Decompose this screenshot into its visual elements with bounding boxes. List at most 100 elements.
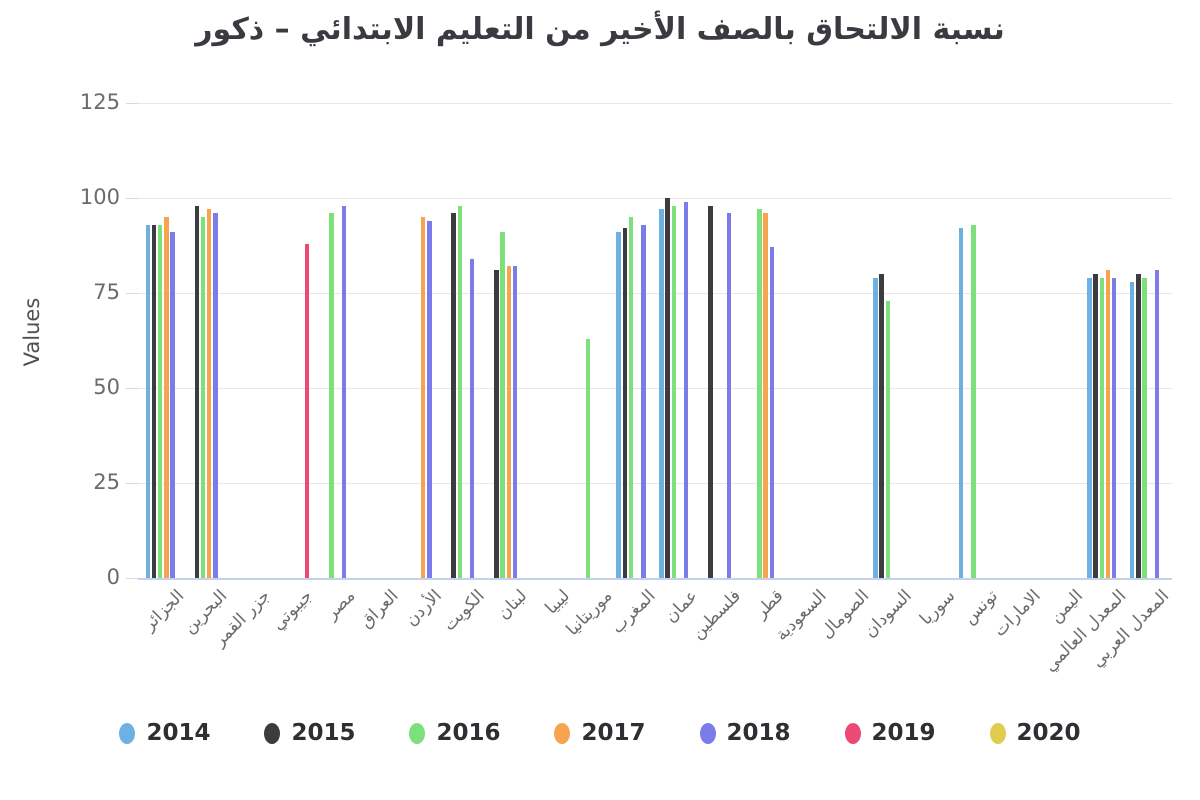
y-tick-mark-0 xyxy=(126,578,138,579)
legend-label-2016: 2016 xyxy=(436,720,501,746)
bar-2018-المعدل العالمي[interactable] xyxy=(1111,277,1117,578)
bar-2018-لبنان[interactable] xyxy=(512,266,518,578)
bar-2015-السودان[interactable] xyxy=(879,274,884,578)
legend-label-2014: 2014 xyxy=(146,720,211,746)
x-tick-label-8: لبنان xyxy=(493,586,531,624)
bar-2018-فلسطين[interactable] xyxy=(726,213,732,578)
y-tick-label-25: 25 xyxy=(93,470,120,494)
bar-2015-المعدل العربي[interactable] xyxy=(1136,274,1141,578)
legend-marker-2017 xyxy=(554,722,571,744)
bar-2018-الجزائر[interactable] xyxy=(170,232,175,578)
y-tick-label-50: 50 xyxy=(93,375,120,399)
bar-2015-عمان[interactable] xyxy=(665,198,670,578)
legend-marker-2014 xyxy=(119,722,136,744)
legend-marker-2019 xyxy=(844,722,861,744)
legend-item-2020[interactable]: 2020 xyxy=(989,720,1081,746)
bar-2018-قطر[interactable] xyxy=(769,247,775,578)
bar-2015-فلسطين[interactable] xyxy=(708,205,713,578)
legend-label-2020: 2020 xyxy=(1016,720,1081,746)
y-tick-mark-25 xyxy=(126,483,138,484)
bar-2014-المغرب[interactable] xyxy=(616,232,621,578)
legend-item-2014[interactable]: 2014 xyxy=(119,720,210,746)
legend-item-2018[interactable]: 2018 xyxy=(699,720,791,746)
x-tick-label-5: العراق xyxy=(356,586,403,633)
bar-2018-البحرين[interactable] xyxy=(213,213,218,578)
bar-2014-الجزائر[interactable] xyxy=(145,224,151,578)
bar-2015-المعدل العالمي[interactable] xyxy=(1093,274,1098,578)
gridline-125 xyxy=(138,103,1172,104)
x-tick-label-3: جيبوتي xyxy=(268,586,317,635)
bar-2015-المغرب[interactable] xyxy=(622,228,628,578)
bar-2016-قطر[interactable] xyxy=(757,209,762,578)
bar-2016-لبنان[interactable] xyxy=(500,232,505,578)
bar-2018-الأردن[interactable] xyxy=(427,220,432,578)
x-tick-label-20: الامارات xyxy=(989,586,1045,641)
legend-item-2019[interactable]: 2019 xyxy=(844,720,936,746)
x-tick-label-9: ليبيا xyxy=(541,586,574,619)
bar-2014-السودان[interactable] xyxy=(873,277,878,578)
bar-2019-جيبوتي[interactable] xyxy=(304,243,310,578)
bar-2016-الجزائر[interactable] xyxy=(157,224,163,578)
x-tick-label-14: قطر xyxy=(751,586,788,623)
legend-marker-2018 xyxy=(699,722,716,744)
bar-2018-مصر[interactable] xyxy=(341,205,347,578)
x-tick-label-11: المغرب xyxy=(607,586,660,638)
bar-2016-مصر[interactable] xyxy=(329,213,334,578)
x-tick-label-7: الكويت xyxy=(438,586,489,636)
bar-2017-البحرين[interactable] xyxy=(206,209,212,578)
legend-label-2015: 2015 xyxy=(291,720,356,746)
y-tick-label-75: 75 xyxy=(93,280,120,304)
legend-label-2019: 2019 xyxy=(871,720,936,746)
x-tick-label-4: مصر xyxy=(322,586,360,624)
bar-2014-عمان[interactable] xyxy=(659,209,664,578)
y-tick-mark-75 xyxy=(126,293,138,294)
bar-2017-الجزائر[interactable] xyxy=(164,217,169,578)
legend-marker-2016 xyxy=(409,722,426,744)
legend-item-2017[interactable]: 2017 xyxy=(554,720,646,746)
gridline-75 xyxy=(138,293,1172,294)
bar-2016-المعدل العالمي[interactable] xyxy=(1099,277,1105,578)
bar-2016-الكويت[interactable] xyxy=(457,205,463,578)
y-tick-label-100: 100 xyxy=(79,185,120,209)
bar-2017-المعدل العالمي[interactable] xyxy=(1105,270,1111,578)
bar-2014-المعدل العالمي[interactable] xyxy=(1087,277,1092,578)
bar-2015-الكويت[interactable] xyxy=(451,213,456,578)
bar-2018-عمان[interactable] xyxy=(683,201,689,578)
gridline-0 xyxy=(138,578,1172,580)
bar-2016-السودان[interactable] xyxy=(885,300,891,578)
gridline-50 xyxy=(138,388,1172,389)
bar-2017-الأردن[interactable] xyxy=(420,217,426,578)
bar-2018-المعدل العربي[interactable] xyxy=(1154,270,1160,578)
legend: 2014 2015 2016 2017 2018 2019 2020 xyxy=(0,720,1200,746)
chart-title: نسبة الالتحاق بالصف الأخير من التعليم ال… xyxy=(195,12,1005,47)
bar-2016-تونس[interactable] xyxy=(971,224,976,578)
bar-2017-لبنان[interactable] xyxy=(506,266,512,578)
bar-2016-عمان[interactable] xyxy=(671,205,677,578)
bar-2014-المعدل العربي[interactable] xyxy=(1129,281,1135,578)
y-tick-mark-50 xyxy=(126,388,138,389)
bar-2016-المعدل العربي[interactable] xyxy=(1142,277,1147,578)
legend-label-2018: 2018 xyxy=(726,720,791,746)
x-tick-label-10: موريتانيا xyxy=(562,586,617,640)
y-tick-label-0: 0 xyxy=(106,565,120,589)
bar-2015-البحرين[interactable] xyxy=(194,205,200,578)
y-tick-label-125: 125 xyxy=(79,90,120,114)
legend-item-2015[interactable]: 2015 xyxy=(264,720,355,746)
bar-2016-البحرين[interactable] xyxy=(200,217,206,578)
bar-2017-قطر[interactable] xyxy=(763,213,768,578)
x-tick-label-0: الجزائر xyxy=(139,586,189,635)
bar-2018-المغرب[interactable] xyxy=(641,224,646,578)
bar-2016-موريتانيا[interactable] xyxy=(585,338,591,578)
y-tick-mark-125 xyxy=(126,103,138,104)
y-tick-mark-100 xyxy=(126,198,138,199)
bar-2016-المغرب[interactable] xyxy=(628,217,634,578)
bar-2015-الجزائر[interactable] xyxy=(151,224,157,578)
x-tick-label-6: الأردن xyxy=(401,586,446,631)
bar-2018-الكويت[interactable] xyxy=(469,258,475,578)
bar-2014-تونس[interactable] xyxy=(958,228,964,578)
bar-2015-لبنان[interactable] xyxy=(494,270,499,578)
legend-marker-2015 xyxy=(264,722,281,744)
gridline-25 xyxy=(138,483,1172,484)
legend-item-2016[interactable]: 2016 xyxy=(409,720,500,746)
